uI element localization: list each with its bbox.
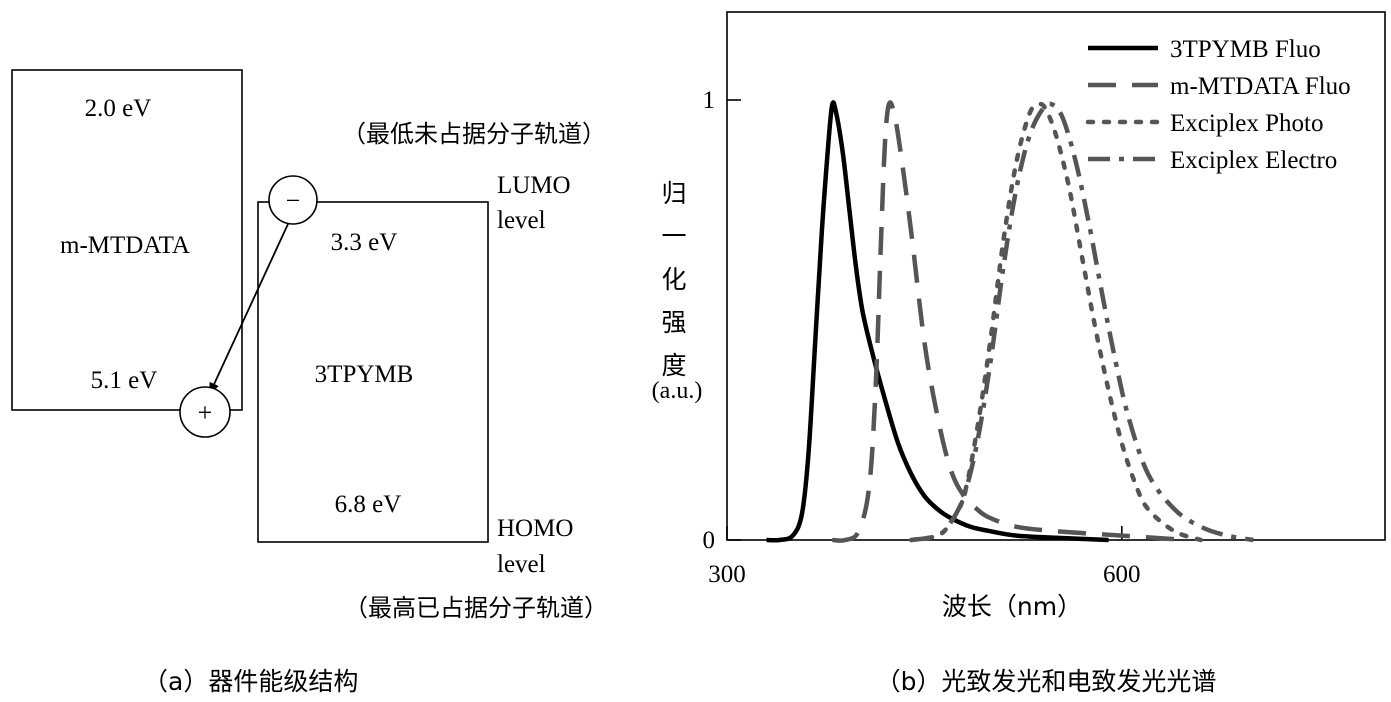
tpymb-label: 3TPYMB	[315, 361, 414, 388]
series-line-1	[766, 100, 1109, 543]
homo-level-label-2: level	[497, 551, 546, 578]
homo-chinese-label: （最高已占据分子轨道）	[344, 594, 608, 622]
series-line-4	[910, 101, 1254, 543]
mmtdata-label: m-MTDATA	[60, 232, 190, 259]
spectra-chart: 300 600 0 1 3TPYMB Fluo m-MTDATA Fluo Exciple…	[652, 11, 1386, 696]
transfer-arrow	[209, 223, 289, 395]
tpymb-lumo-value: 3.3 eV	[331, 229, 398, 256]
chart-legend: 3TPYMB Fluo m-MTDATA Fluo Exciplex Photo Ex…	[1085, 36, 1351, 174]
chart-ticks: 300 600 0 1	[703, 87, 1141, 588]
y-axis-unit: (a.u.)	[652, 378, 703, 404]
chart-series	[766, 100, 1254, 543]
mmtdata-homo-value: 5.1 eV	[91, 367, 158, 394]
energy-level-diagram: 2.0 eV m-MTDATA 5.1 eV 3.3 eV 3TPYMB 6.8…	[11, 69, 608, 696]
panel-a-caption: （a）器件能级结构	[143, 667, 358, 696]
y-axis-label: 归 一 化 强 度 (a.u.)	[652, 179, 703, 404]
lumo-level-label-2: level	[497, 207, 546, 234]
legend-label: Exciplex Electro	[1170, 147, 1337, 174]
y-axis-label-char: 一	[661, 222, 686, 251]
lumo-level-label-1: LUMO	[497, 172, 571, 199]
lumo-chinese-label: （最低未占据分子轨道）	[342, 120, 606, 148]
mmtdata-lumo-value: 2.0 eV	[85, 95, 152, 122]
x-tick-label: 300	[708, 561, 746, 588]
y-axis-label-char: 度	[661, 351, 686, 380]
legend-label: Exciplex Photo	[1170, 110, 1323, 137]
hole-circle	[179, 386, 231, 438]
y-axis-label-char: 强	[661, 308, 686, 337]
homo-level-label-1: HOMO	[497, 515, 573, 542]
tpymb-box	[257, 201, 489, 543]
legend-label: 3TPYMB Fluo	[1170, 36, 1321, 63]
y-axis-label-char: 化	[661, 265, 686, 294]
tpymb-homo-value: 6.8 eV	[335, 491, 402, 518]
x-axis-label: 波长（nm）	[942, 592, 1082, 621]
y-axis-label-char: 归	[661, 179, 686, 208]
legend-label: m-MTDATA Fluo	[1170, 73, 1351, 100]
mmtdata-box	[11, 69, 243, 411]
series-line-2	[832, 100, 1188, 543]
electron-symbol: −	[286, 186, 301, 215]
y-tick-label: 1	[703, 87, 716, 114]
x-tick-label: 600	[1103, 561, 1141, 588]
panel-b-caption: （b）光致发光和电致发光光谱	[876, 667, 1217, 696]
y-tick-label: 0	[703, 527, 716, 554]
hole-symbol: +	[198, 398, 213, 427]
electron-circle	[268, 175, 318, 225]
